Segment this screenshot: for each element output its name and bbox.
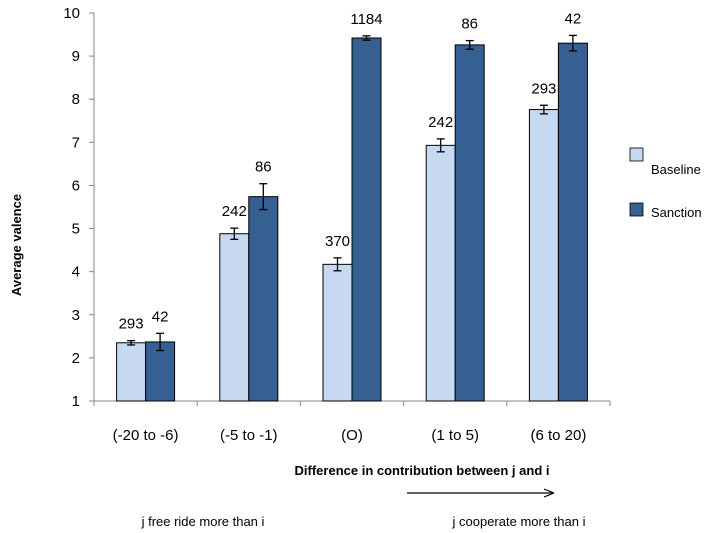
data-labels: 293 42 242 86 370 1184 242 86 293 42 xyxy=(119,10,582,332)
x-tick-label: (6 to 20) xyxy=(530,427,586,444)
bar-baseline xyxy=(528,109,559,402)
bar-baseline xyxy=(116,342,147,402)
legend: Baseline Sanction xyxy=(629,147,702,220)
bar-baseline xyxy=(219,233,250,402)
x-tick-label: (O) xyxy=(341,427,363,444)
legend-label-baseline: Baseline xyxy=(651,162,701,177)
x-axis-title: Difference in contribution between j and… xyxy=(295,463,550,478)
bar-sanction xyxy=(557,42,588,402)
y-tick-label: 1 xyxy=(72,393,80,410)
error-bars xyxy=(127,34,577,352)
y-tick-label: 8 xyxy=(72,91,80,108)
legend-swatch-baseline xyxy=(629,147,644,162)
bars xyxy=(116,37,588,402)
y-tick-label: 10 xyxy=(63,5,80,22)
data-label: 242 xyxy=(222,203,247,220)
cooperate-annotation: j cooperate more than i xyxy=(452,514,586,529)
legend-swatch-sanction xyxy=(629,202,644,217)
data-label: 293 xyxy=(531,80,556,97)
bar-sanction xyxy=(454,44,485,402)
legend-label-sanction: Sanction xyxy=(651,205,702,220)
bar-sanction xyxy=(351,37,382,402)
y-axis-title: Average valence xyxy=(9,194,24,296)
data-label: 86 xyxy=(461,16,478,33)
data-label: 42 xyxy=(152,308,169,325)
free-ride-annotation: j free ride more than i xyxy=(141,514,265,529)
y-tick-label: 6 xyxy=(72,177,80,194)
x-tick-label: (1 to 5) xyxy=(431,427,479,444)
data-label: 42 xyxy=(565,10,582,27)
bar-baseline xyxy=(322,263,353,402)
data-label: 1184 xyxy=(350,11,382,28)
x-axis: (-20 to -6) (-5 to -1) (O) (1 to 5) (6 to 20… xyxy=(93,400,611,444)
x-tick-label: (-5 to -1) xyxy=(220,427,278,444)
y-axis: 1 2 3 4 5 6 7 8 9 10 xyxy=(63,5,95,410)
y-tick-label: 9 xyxy=(72,48,80,65)
bar-sanction xyxy=(248,196,279,402)
bar-baseline xyxy=(425,144,456,402)
y-tick-label: 4 xyxy=(72,264,80,281)
y-tick-label: 2 xyxy=(72,350,80,367)
y-tick-label: 5 xyxy=(72,221,80,238)
y-tick-label: 7 xyxy=(72,134,80,151)
y-tick-label: 3 xyxy=(72,307,80,324)
data-label: 370 xyxy=(325,233,350,250)
data-label: 242 xyxy=(428,114,453,131)
data-label: 293 xyxy=(119,316,144,333)
x-tick-label: (-20 to -6) xyxy=(113,427,179,444)
data-label: 86 xyxy=(255,159,272,176)
